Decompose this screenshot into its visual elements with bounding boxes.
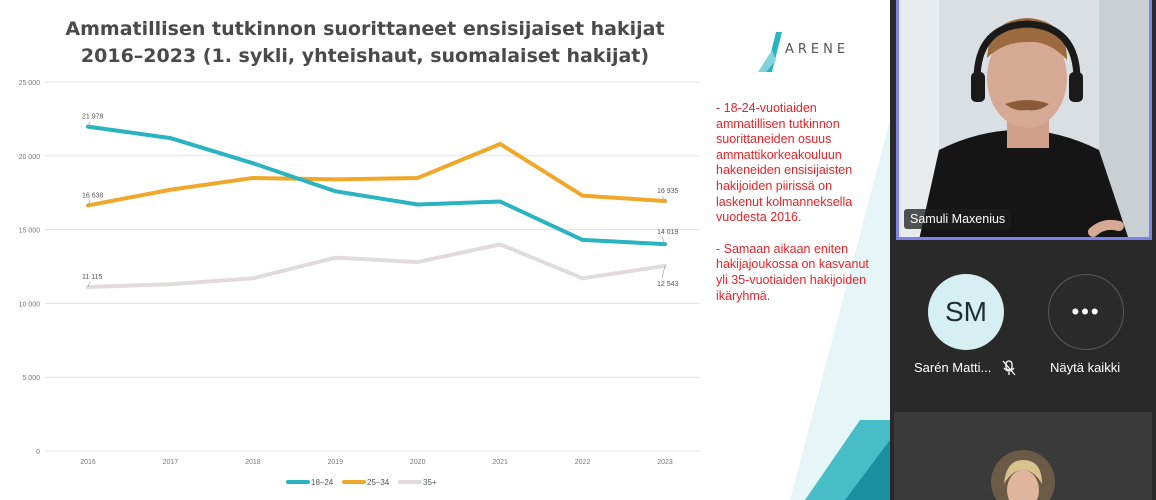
speaker-name-tag: Samuli Maxenius [904, 209, 1012, 229]
speaker-video [899, 0, 1149, 237]
participant-initials: SM [945, 296, 987, 327]
note-paragraph-2: - Samaan aikaan eniten hakijajoukossa on… [716, 241, 869, 303]
mic-muted-icon [1002, 360, 1016, 376]
data-label-leader [87, 200, 91, 206]
participant-avatar[interactable]: SM [928, 274, 1004, 350]
x-tick-label: 2022 [575, 459, 591, 466]
y-tick-label: 25 000 [19, 80, 41, 87]
legend-entry: 25–34 [367, 478, 390, 487]
data-label: 11 115 [82, 274, 102, 281]
chart-title-line2: 2016–2023 (1. sykli, yhteishaut, suomala… [80, 45, 650, 67]
data-label: 14 019 [657, 229, 679, 236]
x-tick-label: 2023 [657, 459, 673, 466]
y-tick-label: 10 000 [19, 301, 41, 308]
series-line [86, 124, 667, 247]
data-label: 21 978 [82, 114, 104, 121]
data-label-leader [87, 281, 91, 288]
data-label: 16 638 [82, 192, 104, 199]
note-text: - 18-24-vuotiaiden ammatillisen tutkinno… [716, 101, 876, 320]
arene-logo [758, 32, 782, 72]
speaker-video-tile[interactable] [896, 0, 1152, 240]
y-tick-label: 5 000 [22, 375, 40, 382]
y-tick-label: 15 000 [19, 228, 41, 235]
y-tick-label: 20 000 [19, 154, 41, 161]
participant-name: Sarén Matti... [914, 360, 992, 375]
data-label-leader [661, 195, 666, 202]
data-label-leader [661, 265, 666, 278]
x-tick-label: 2016 [80, 459, 96, 466]
show-all-label[interactable]: Näytä kaikki [1050, 360, 1121, 375]
data-label: 16 935 [657, 188, 679, 195]
participant-video-tile[interactable] [894, 412, 1152, 500]
x-tick-label: 2018 [245, 459, 261, 466]
more-icon: ••• [1071, 299, 1101, 324]
x-tick-label: 2019 [327, 459, 343, 466]
line-chart: 0 5 000 10 000 15 000 20 000 25 000 2016 2017 20… [19, 80, 700, 487]
series-line [86, 141, 667, 208]
data-label-leader [661, 236, 666, 245]
chart-title-line1: Ammatillisen tutkinnon suorittaneet ensi… [65, 18, 665, 40]
note-paragraph-1: - 18-24-vuotiaiden ammatillisen tutkinno… [716, 101, 853, 225]
show-all-button[interactable]: ••• [1048, 274, 1124, 350]
x-tick-label: 2021 [492, 459, 508, 466]
legend-entry: 35+ [423, 478, 437, 487]
y-tick-label: 0 [36, 449, 40, 456]
slide-decoration [790, 120, 890, 500]
chart-title: Ammatillisen tutkinnon suorittaneet ensi… [40, 16, 690, 70]
participant-video [894, 412, 1152, 500]
legend-entry: 18–24 [311, 478, 334, 487]
x-tick-label: 2017 [163, 459, 179, 466]
presentation-slide: Ammatillisen tutkinnon suorittaneet ensi… [0, 0, 890, 500]
data-label: 12 543 [657, 281, 679, 288]
x-tick-label: 2020 [410, 459, 426, 466]
data-label-leader [87, 121, 91, 127]
arene-logo-text: ARENE [785, 42, 850, 57]
series-line [86, 242, 667, 289]
